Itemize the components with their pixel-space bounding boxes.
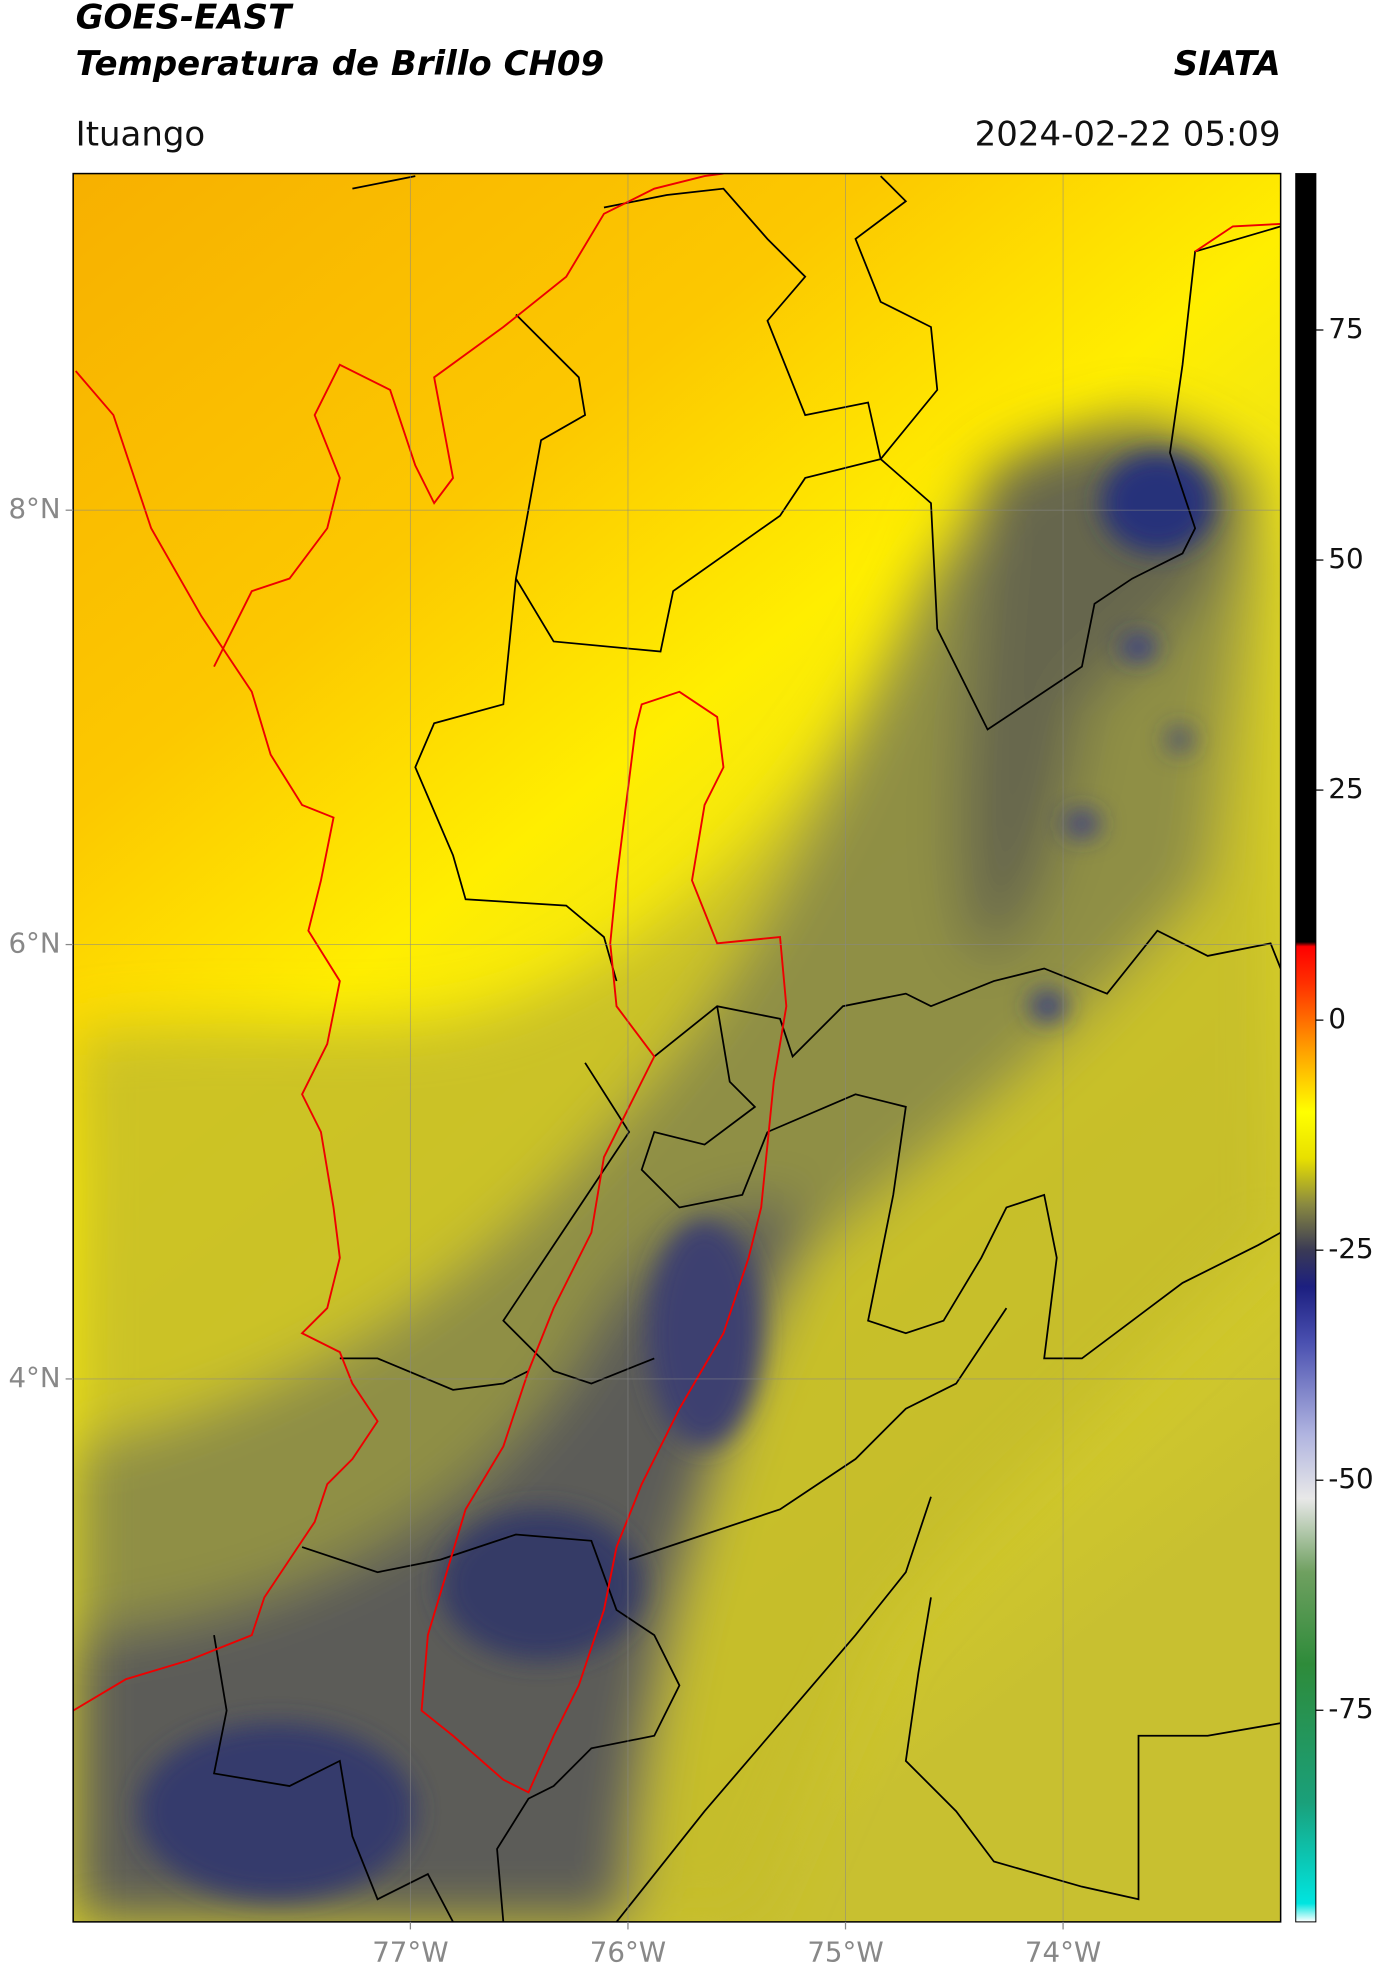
colorbar-tick-label: 25 — [1328, 772, 1363, 805]
coast-and-basin — [73, 173, 1281, 1794]
grid — [73, 173, 1281, 1922]
y-tick-label: 6°N — [8, 927, 60, 960]
title: GOES-EAST — [76, 0, 294, 37]
subtitle: Temperatura de Brillo CH09 — [76, 44, 604, 84]
colorbar-tick-label: -50 — [1328, 1462, 1373, 1495]
datetime: 2024-02-22 05:09 — [975, 114, 1281, 154]
colorbar-tick-label: -75 — [1328, 1692, 1373, 1725]
colorbar-tick-label: 50 — [1328, 542, 1363, 575]
colorbar-tick-label: 75 — [1328, 312, 1363, 345]
map-frame — [72, 172, 1282, 1923]
y-tick-label: 4°N — [8, 1361, 60, 1394]
colorbar-tick-label: 0 — [1328, 1002, 1346, 1035]
source: SIATA — [1174, 44, 1281, 84]
map-field — [73, 173, 1281, 1922]
x-tick-label: 76°W — [590, 1935, 666, 1968]
location: Ituango — [76, 114, 206, 154]
admin-boundaries — [213, 175, 1281, 1922]
colorbar-tick-label: -25 — [1328, 1232, 1373, 1265]
y-tick-label: 8°N — [8, 492, 60, 525]
x-tick-label: 75°W — [807, 1935, 883, 1968]
colorbar-scale — [1295, 173, 1317, 1923]
x-tick-label: 74°W — [1025, 1935, 1101, 1968]
x-tick-label: 77°W — [372, 1935, 448, 1968]
colorbar: -75 -50 -25 0 25 50 75 — [1295, 173, 1374, 1923]
field-cores — [138, 452, 1214, 1900]
